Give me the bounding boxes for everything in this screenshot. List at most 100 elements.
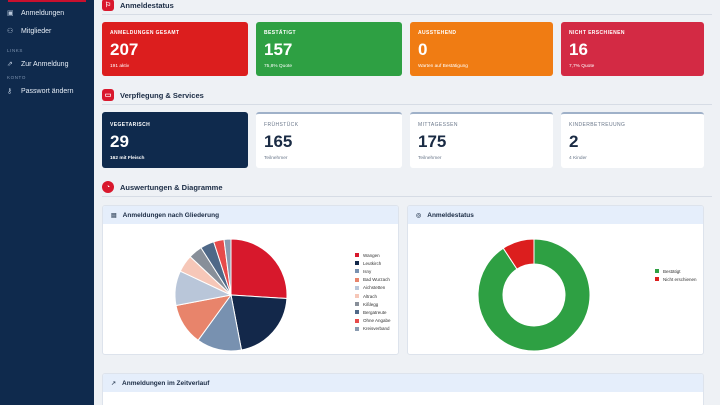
legend-item[interactable]: Bad Wurzach <box>355 276 391 284</box>
legend-item[interactable]: Isny <box>355 267 391 275</box>
pie-slice-bestätigt[interactable] <box>477 238 591 352</box>
legend-swatch <box>355 253 359 258</box>
panel-header: ◎ Anmeldestatus <box>408 206 703 224</box>
status-section-icon: ⚐ <box>102 0 114 11</box>
legend-label: Ohne Angabe <box>363 318 391 324</box>
legend-swatch <box>355 326 359 331</box>
pie-slice-nicht-erschienen[interactable] <box>502 238 535 270</box>
key-icon: ⚷ <box>7 88 13 95</box>
legend-item[interactable]: Wangen <box>355 251 391 259</box>
legend-item[interactable]: Nicht erschienen <box>655 275 697 283</box>
stat-sub: 75,8% Quote <box>264 64 293 69</box>
section-divider <box>102 104 712 105</box>
legend-item[interactable]: Aichstetten <box>355 284 391 292</box>
service-label: FRÜHSTÜCK <box>264 122 299 128</box>
stat-card-confirmed: BESTÄTIGT 157 75,8% Quote <box>256 22 402 76</box>
panel-gliederung: ▤ Anmeldungen nach Gliederung Wangen Leut… <box>102 205 399 355</box>
service-label: VEGETARISCH <box>110 122 151 128</box>
stat-label: ANMELDUNGEN GESAMT <box>110 30 180 36</box>
gliederung-legend: Wangen Leutkirch Isny Bad Wurzach Aichstette… <box>355 251 391 333</box>
legend-swatch <box>355 318 359 323</box>
stat-value: 207 <box>110 40 139 59</box>
legend-item[interactable]: Bestätigt <box>655 267 697 275</box>
legend-label: Kißlegg <box>363 301 379 307</box>
status-donut-chart <box>477 238 591 352</box>
panel-header: ▤ Anmeldungen nach Gliederung <box>103 206 398 224</box>
service-card-vegetarisch: VEGETARISCH 29 162 mit Fleisch <box>102 112 248 168</box>
building-icon: ▤ <box>111 212 117 219</box>
legend-label: Kreisverband <box>363 326 390 332</box>
legend-label: Altrach <box>363 293 378 299</box>
sidebar-item-label: Mitglieder <box>21 27 52 35</box>
status-legend: Bestätigt Nicht erschienen <box>655 267 697 283</box>
legend-label: Aichstetten <box>363 285 386 291</box>
stat-card-total: ANMELDUNGEN GESAMT 207 191 aktiv <box>102 22 248 76</box>
panel-anmeldestatus: ◎ Anmeldestatus Bestätigt Nicht erschiene… <box>407 205 704 355</box>
stat-value: 16 <box>569 40 588 59</box>
sidebar-item-anmeldungen[interactable]: ▣ Anmeldungen <box>0 4 94 22</box>
stat-sub: Warten auf Bestätigung <box>418 64 468 69</box>
clipboard-icon: ▣ <box>7 10 14 17</box>
check-circle-icon: ◎ <box>416 212 422 219</box>
sidebar-item-mitglieder[interactable]: ⚇ Mitglieder <box>0 22 94 40</box>
section-divider <box>102 196 712 197</box>
service-card-mittagessen: MITTAGESSEN 175 Teilnehmer <box>410 112 553 168</box>
legend-label: Bergatreute <box>363 309 387 315</box>
section-title: Verpflegung & Services <box>120 90 204 100</box>
sidebar-section-konto: KONTO <box>7 75 26 80</box>
gliederung-pie-chart <box>174 238 288 352</box>
trend-line-icon: ↗ <box>111 380 117 387</box>
section-services-heading: ▭ Verpflegung & Services <box>102 89 204 101</box>
legend-item[interactable]: Bergatreute <box>355 308 391 316</box>
panel-title: Anmeldestatus <box>427 211 474 219</box>
section-divider <box>102 14 712 15</box>
sidebar-section-links: LINKS <box>7 48 24 53</box>
stat-label: BESTÄTIGT <box>264 30 296 36</box>
legend-label: Bad Wurzach <box>363 277 390 283</box>
legend-label: Bestätigt <box>663 268 681 274</box>
panel-zeitverlauf: ↗ Anmeldungen im Zeitverlauf <box>102 373 704 405</box>
sidebar-item-zur-anmeldung[interactable]: ⇗ Zur Anmeldung <box>0 55 94 73</box>
legend-item[interactable]: Ohne Angabe <box>355 317 391 325</box>
stat-label: NICHT ERSCHIENEN <box>569 30 625 36</box>
legend-swatch <box>355 294 359 299</box>
sidebar-item-label: Zur Anmeldung <box>21 60 69 68</box>
legend-swatch <box>355 285 359 290</box>
legend-swatch <box>355 310 359 315</box>
legend-label: Wangen <box>363 252 380 258</box>
utensils-icon: ▭ <box>102 89 114 101</box>
section-status-heading: ⚐ Anmeldestatus <box>102 0 174 11</box>
pie-slice-wangen[interactable] <box>230 238 288 300</box>
pie-slice-leutkirch[interactable] <box>230 294 288 351</box>
legend-swatch <box>655 277 659 282</box>
legend-item[interactable]: Leutkirch <box>355 259 391 267</box>
service-sub: Teilnehmer <box>264 156 288 161</box>
panel-header: ↗ Anmeldungen im Zeitverlauf <box>103 374 703 392</box>
service-sub: Teilnehmer <box>418 156 442 161</box>
legend-item[interactable]: Kreisverband <box>355 325 391 333</box>
sidebar-item-passwort[interactable]: ⚷ Passwort ändern <box>0 82 94 100</box>
legend-item[interactable]: Altrach <box>355 292 391 300</box>
legend-label: Nicht erschienen <box>663 276 697 282</box>
legend-swatch <box>355 277 359 282</box>
sidebar-item-label: Anmeldungen <box>21 9 65 17</box>
sidebar-item-label: Passwort ändern <box>21 87 74 95</box>
service-card-kinderbetreuung: KINDERBETREUUNG 2 4 Kinder <box>561 112 704 168</box>
pie-slice-kreisverband[interactable] <box>223 238 232 296</box>
stat-value: 157 <box>264 40 293 59</box>
section-title: Auswertungen & Diagramme <box>120 182 223 192</box>
section-charts-heading: ◔ Auswertungen & Diagramme <box>102 181 223 193</box>
legend-swatch <box>655 269 659 274</box>
legend-swatch <box>355 261 359 266</box>
panel-title: Anmeldungen nach Gliederung <box>122 211 220 219</box>
service-sub: 162 mit Fleisch <box>110 156 145 161</box>
service-label: KINDERBETREUUNG <box>569 122 626 128</box>
legend-swatch <box>355 269 359 274</box>
legend-item[interactable]: Kißlegg <box>355 300 391 308</box>
legend-label: Isny <box>363 268 372 274</box>
stat-card-no-show: NICHT ERSCHIENEN 16 7,7% Quote <box>561 22 704 76</box>
main-content: ⚐ Anmeldestatus ANMELDUNGEN GESAMT 207 1… <box>94 0 720 405</box>
sidebar-active-indicator <box>8 0 86 2</box>
service-value: 165 <box>264 132 293 151</box>
stat-label: AUSSTEHEND <box>418 30 457 36</box>
